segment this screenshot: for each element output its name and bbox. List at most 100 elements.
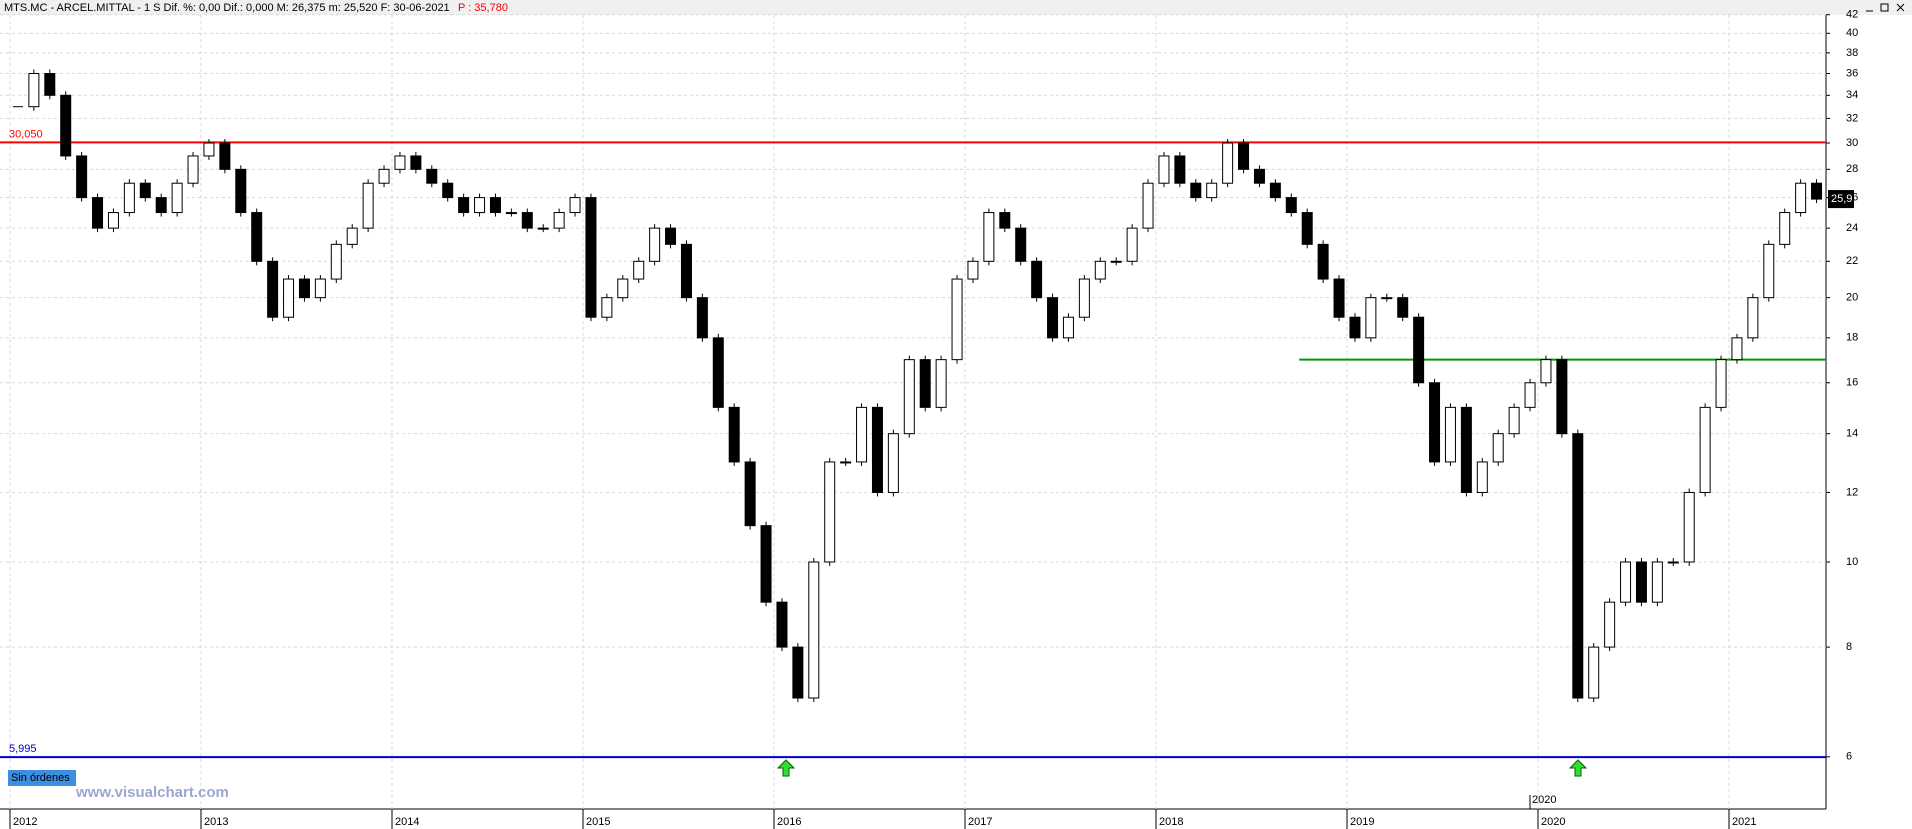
- candle: [776, 601, 788, 648]
- y-tick-label: 40: [1846, 27, 1858, 39]
- candle: [1444, 406, 1456, 463]
- candle: [330, 243, 342, 280]
- candle: [235, 168, 247, 214]
- candle: [871, 406, 883, 493]
- candle: [489, 197, 501, 214]
- candle: [760, 525, 772, 603]
- candle: [1253, 168, 1265, 184]
- candle: [999, 212, 1011, 229]
- candle: [1094, 260, 1106, 280]
- candle: [458, 197, 470, 214]
- candle: [1238, 142, 1250, 170]
- candle: [903, 359, 915, 435]
- candle: [267, 260, 279, 318]
- candle: [1572, 433, 1584, 699]
- y-tick-label: 16: [1846, 377, 1858, 389]
- candle: [1747, 297, 1759, 339]
- candle: [696, 297, 708, 339]
- candle: [155, 197, 167, 214]
- candle: [1699, 406, 1711, 493]
- x-tick-label: 2013: [204, 816, 228, 828]
- candle: [442, 182, 454, 199]
- y-tick-label: 20: [1846, 292, 1858, 304]
- y-tick-label: 36: [1846, 67, 1858, 79]
- candle: [426, 168, 438, 184]
- candle: [1142, 182, 1154, 229]
- candle: [856, 406, 868, 463]
- candle: [1078, 278, 1090, 318]
- candle: [1811, 182, 1823, 200]
- y-tick-label: 14: [1846, 428, 1858, 440]
- orders-button-label[interactable]: Sin órdenes: [11, 772, 70, 784]
- candle: [378, 168, 390, 184]
- window-controls[interactable]: [1866, 3, 1905, 12]
- candle: [1126, 227, 1138, 262]
- candle: [553, 212, 565, 229]
- candle: [1667, 561, 1679, 564]
- candle: [967, 260, 979, 280]
- candle: [1158, 155, 1170, 184]
- candle: [1190, 182, 1202, 199]
- candle: [1763, 243, 1775, 299]
- candle: [1333, 278, 1345, 318]
- candle: [1317, 243, 1329, 280]
- candle: [824, 461, 836, 563]
- candle: [1429, 382, 1441, 463]
- x-tick-label: 2017: [968, 816, 992, 828]
- candle: [1110, 260, 1122, 263]
- candle: [410, 155, 422, 170]
- candle: [1731, 337, 1743, 361]
- candle: [665, 227, 677, 245]
- candle: [1620, 561, 1632, 603]
- candle: [951, 278, 963, 361]
- candle: [251, 212, 263, 262]
- level-label: 30,050: [9, 128, 43, 140]
- buy-arrow: [776, 759, 796, 777]
- candle: [1269, 182, 1281, 199]
- candle: [1222, 142, 1234, 184]
- candle: [60, 94, 72, 157]
- candle: [1047, 297, 1059, 339]
- candle: [569, 197, 581, 214]
- candle: [1635, 561, 1647, 603]
- candle: [187, 155, 199, 184]
- candle: [362, 182, 374, 229]
- header-price: P : 35,780: [458, 2, 508, 14]
- y-tick-label: 12: [1846, 486, 1858, 498]
- candle: [1365, 297, 1377, 339]
- candle: [887, 433, 899, 493]
- candle: [1301, 212, 1313, 245]
- candle: [1779, 212, 1791, 245]
- orders-button[interactable]: [8, 770, 76, 786]
- candle: [394, 155, 406, 170]
- level-label: 5,995: [9, 743, 37, 755]
- candle: [1715, 359, 1727, 408]
- candle: [1683, 491, 1695, 563]
- candle: [1651, 561, 1663, 603]
- candle: [1413, 316, 1425, 384]
- y-tick-label: 32: [1846, 112, 1858, 124]
- header-title: MTS.MC - ARCEL.MITTAL - 1 S Dif. %: 0,00…: [4, 2, 450, 14]
- candle: [1540, 359, 1552, 384]
- y-tick-label: 10: [1846, 556, 1858, 568]
- candle: [283, 278, 295, 318]
- candle: [1588, 646, 1600, 699]
- candle: [1174, 155, 1186, 184]
- candle: [44, 73, 56, 96]
- candle: [728, 406, 740, 463]
- candle: [1492, 433, 1504, 463]
- candle: [585, 197, 597, 318]
- candle: [1508, 406, 1520, 435]
- x-tick-label: 2020: [1541, 816, 1565, 828]
- candle: [1015, 227, 1027, 262]
- y-tick-label: 28: [1846, 163, 1858, 175]
- candle: [1381, 297, 1393, 300]
- watermark: www.visualchart.com: [75, 784, 229, 801]
- candle: [1285, 197, 1297, 214]
- candle: [76, 155, 88, 199]
- y-tick-label: 34: [1846, 89, 1858, 101]
- candle: [1031, 260, 1043, 299]
- candle: [139, 182, 151, 199]
- candle: [840, 461, 852, 464]
